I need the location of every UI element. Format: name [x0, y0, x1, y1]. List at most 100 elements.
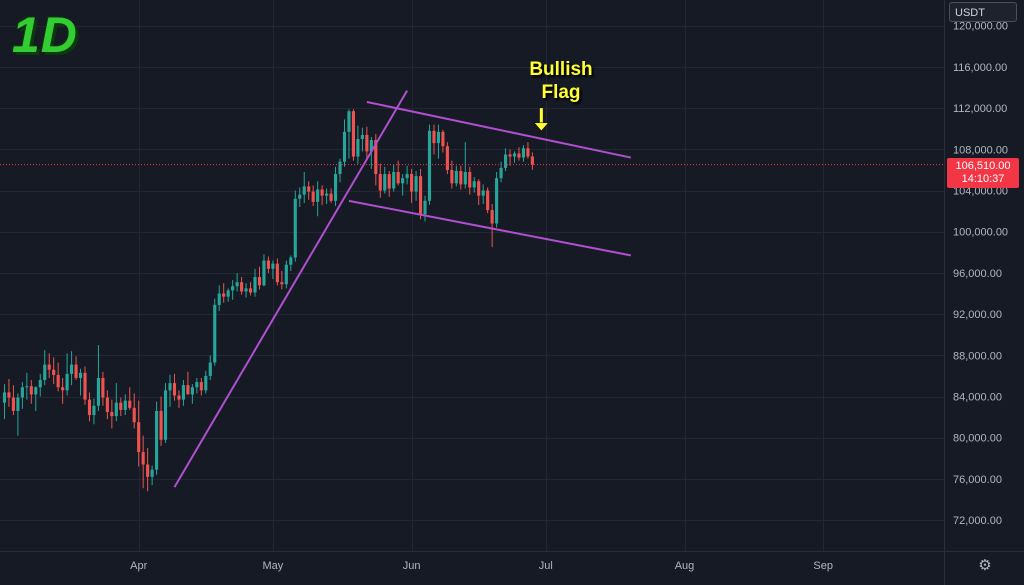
candle-body — [74, 364, 78, 378]
candle-body — [423, 200, 427, 215]
candle-body — [159, 410, 163, 440]
candle-body — [146, 464, 150, 477]
gear-icon[interactable]: ⚙ — [978, 557, 992, 574]
candle-body — [163, 390, 168, 440]
candle-body — [401, 178, 405, 184]
candle-up — [96, 345, 100, 411]
candle-down — [477, 179, 481, 205]
candle-up — [325, 188, 329, 204]
candle-down — [11, 385, 15, 416]
candle-body — [70, 364, 74, 374]
candle-down — [74, 356, 78, 381]
trendlines[interactable] — [173, 90, 632, 488]
candle-up — [123, 394, 127, 416]
candle-down — [110, 399, 114, 429]
candle-down — [105, 390, 109, 420]
arrow-down-icon — [533, 108, 549, 132]
candle-down — [29, 380, 33, 404]
candle-body — [284, 264, 288, 285]
time-axis[interactable]: Apr May Jun Jul Aug Sep — [130, 560, 833, 572]
candle-down — [307, 181, 311, 200]
candle-up — [383, 166, 387, 194]
candle-up — [16, 393, 20, 436]
candle-body — [78, 372, 83, 378]
candle-body — [208, 362, 212, 376]
candle-body — [302, 186, 306, 195]
candle-body — [172, 383, 177, 396]
candle-body — [248, 288, 253, 293]
candle-body — [454, 170, 458, 184]
candle-body — [257, 277, 262, 286]
flag-lower-line[interactable] — [348, 199, 632, 257]
candle-body — [432, 130, 436, 144]
candle-down — [441, 129, 445, 153]
candle-up — [405, 165, 409, 185]
candle-body — [101, 377, 105, 398]
candle-body — [34, 387, 38, 395]
candle-body — [226, 290, 230, 297]
candle-up — [43, 350, 47, 386]
candle-body — [459, 170, 463, 185]
candle-body — [56, 374, 60, 388]
last-price-value: 106,510.00 — [955, 160, 1011, 172]
candle-body — [132, 407, 136, 423]
candle-body — [410, 174, 414, 192]
candle-up — [190, 384, 194, 404]
candle-body — [441, 131, 445, 147]
candle-body — [199, 382, 203, 391]
candle-down — [146, 448, 150, 492]
y-tick-label: 80,000.00 — [953, 433, 1002, 445]
candle-down — [83, 366, 87, 405]
candle-down — [128, 387, 132, 410]
candle-down — [266, 256, 271, 273]
candle-body — [503, 154, 508, 168]
candle-body — [530, 156, 534, 165]
y-tick-label: 108,000.00 — [953, 144, 1008, 156]
candle-down — [468, 166, 472, 195]
candle-up — [392, 164, 396, 192]
x-tick-label: Aug — [675, 560, 695, 572]
candle-body — [96, 377, 100, 406]
y-tick-label: 84,000.00 — [953, 392, 1002, 404]
candle-down — [378, 163, 382, 198]
candle-body — [253, 277, 257, 293]
candle-body — [356, 139, 360, 157]
candle-body — [65, 373, 69, 391]
candle-up — [2, 384, 7, 420]
candle-body — [477, 181, 481, 196]
candle-down — [365, 126, 369, 159]
candle-down — [418, 168, 423, 220]
price-axis[interactable]: 72,000.00 76,000.00 80,000.00 84,000.00 88,0… — [953, 21, 1008, 527]
candle-down — [311, 185, 315, 206]
candle-down — [47, 353, 51, 378]
y-tick-label: 88,000.00 — [953, 350, 1002, 362]
candle-up — [521, 145, 526, 162]
candle-down — [248, 282, 253, 296]
candle-body — [490, 210, 494, 224]
candle-body — [52, 369, 56, 375]
flag-upper-line[interactable] — [366, 100, 632, 159]
candle-body — [204, 375, 208, 391]
candle-body — [481, 190, 485, 196]
candle-body — [16, 397, 20, 411]
candle-body — [463, 171, 467, 185]
candle-down — [410, 168, 414, 203]
candle-body — [150, 469, 154, 477]
candle-up — [271, 260, 275, 280]
y-tick-label: 112,000.00 — [953, 103, 1007, 115]
candle-body — [347, 111, 351, 132]
candle-up — [262, 254, 266, 287]
uptrend-support-line[interactable] — [173, 90, 408, 488]
candle-up — [253, 268, 257, 297]
candle-up — [289, 255, 293, 271]
candle-body — [329, 193, 333, 201]
bullish-flag-annotation: Bullish Flag — [511, 58, 611, 104]
candle-body — [521, 148, 526, 158]
candle-down — [141, 435, 145, 489]
candle-down — [101, 371, 105, 406]
candle-body — [378, 174, 382, 191]
candle-down — [222, 283, 226, 303]
currency-selector[interactable]: USDT — [949, 2, 1017, 22]
candle-down — [186, 371, 190, 395]
